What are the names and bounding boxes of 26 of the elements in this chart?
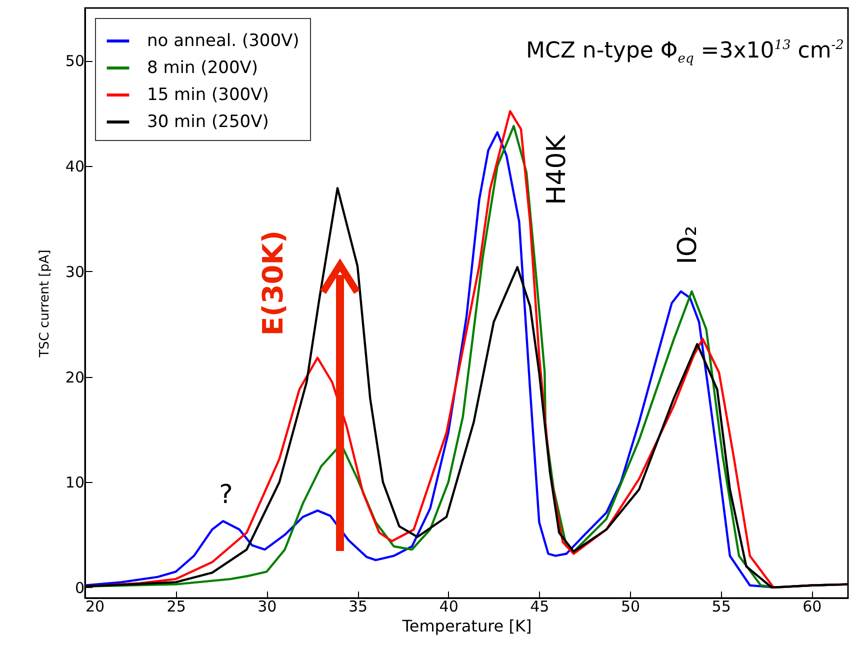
annotation: ? (219, 480, 233, 510)
y-tick-label: 20 (65, 368, 84, 386)
y-tick-label: 30 (65, 262, 84, 281)
x-tick-label: 40 (439, 598, 458, 616)
x-tick-label: 50 (620, 598, 640, 616)
x-tick-label: 30 (258, 598, 277, 616)
legend-label: 8 min (200V) (147, 58, 258, 78)
y-axis-title: TSC current [pA] (37, 250, 52, 358)
text: MCZ n-type Φ$_{eq}$ =3x10$^{13}$ cm$^{-2}$ (526, 38, 844, 67)
legend-label: no anneal. (300V) (147, 31, 300, 51)
x-tick-label: 45 (530, 598, 550, 616)
legend-label: 30 min (250V) (147, 112, 269, 132)
y-tick-label: 0 (74, 578, 84, 597)
annotation: E(30K) (256, 230, 290, 336)
y-tick-label: 50 (65, 52, 84, 70)
x-tick-label: 35 (348, 598, 368, 616)
x-tick-label: 25 (166, 598, 186, 616)
x-axis-title: Temperature [K] (401, 616, 532, 636)
annotation: H40K (542, 134, 572, 205)
y-tick-label: 40 (65, 158, 84, 176)
x-tick-label: 60 (802, 598, 822, 616)
x-tick-label: 20 (86, 598, 105, 616)
y-tick-label: 10 (65, 474, 84, 492)
annotation: IO₂ (673, 226, 703, 264)
legend-label: 15 min (300V) (147, 85, 269, 105)
x-tick-label: 55 (712, 598, 731, 616)
